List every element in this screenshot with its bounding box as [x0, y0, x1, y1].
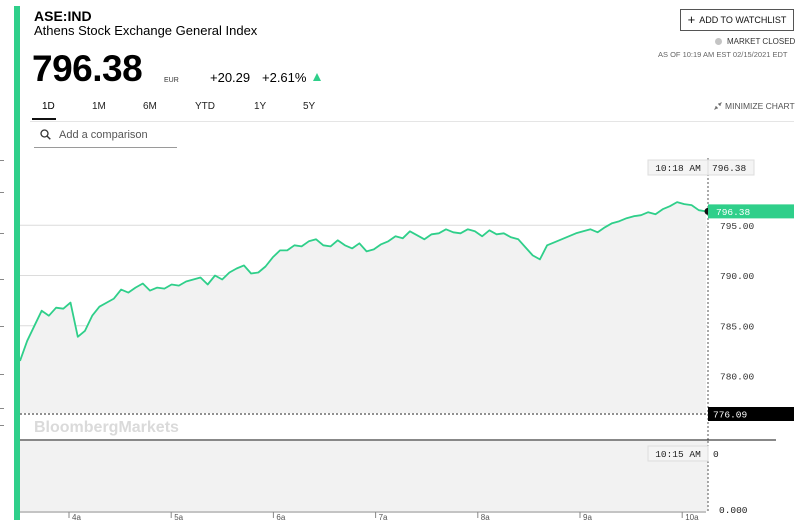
- tab-5y[interactable]: 5Y: [303, 101, 316, 112]
- x-axis-tick-label: 7a: [379, 513, 388, 522]
- edge-mark: [0, 374, 4, 375]
- volume-panel: [20, 441, 708, 511]
- x-axis-tick-label: 6a: [276, 513, 285, 522]
- add-to-watchlist-label: ADD TO WATCHLIST: [699, 15, 787, 25]
- y-axis-tick-label: 780.00: [720, 372, 755, 383]
- edge-mark: [0, 326, 4, 327]
- edge-mark: [0, 279, 4, 280]
- minimize-chart-label: MINIMIZE CHART: [725, 101, 795, 111]
- edge-mark: [0, 425, 4, 426]
- last-value-label: 796.38: [716, 207, 751, 218]
- status-dot-icon: [715, 38, 722, 45]
- x-axis-tick-label: 8a: [481, 513, 490, 522]
- ticker-symbol: ASE:IND: [34, 8, 92, 24]
- edge-mark: [0, 192, 4, 193]
- search-icon: [40, 129, 51, 140]
- y-axis: 795.00 790.00 785.00 780.00: [720, 221, 755, 383]
- tab-1m[interactable]: 1M: [92, 101, 106, 112]
- price-line: [19, 201, 707, 362]
- x-axis-tick-label: 4a: [72, 513, 81, 522]
- volume-axis-tick: 0.000: [719, 505, 748, 516]
- last-value-marker: [708, 204, 794, 219]
- edge-mark: [0, 160, 4, 161]
- price-change-percent: +2.61%: [262, 70, 307, 85]
- volume-value-label: 0: [713, 449, 719, 460]
- crosshair-price-label: 796.38: [712, 163, 747, 174]
- current-price: 796.38: [32, 48, 143, 89]
- previous-close-label: 776.09: [713, 410, 748, 421]
- y-axis-tick-label: 785.00: [720, 321, 755, 332]
- tab-6m[interactable]: 6M: [143, 101, 157, 112]
- minimize-icon: [714, 102, 722, 110]
- market-status-label: MARKET CLOSED: [727, 37, 796, 46]
- as-of-timestamp: AS OF 10:19 AM EST 02/15/2021 EDT: [658, 50, 788, 59]
- up-arrow-icon: [313, 73, 321, 81]
- crosshair-price-box: [707, 159, 755, 176]
- volume-time-box: [647, 445, 709, 462]
- market-status: MARKET CLOSED: [715, 37, 795, 46]
- x-axis-tick-label: 5a: [174, 513, 183, 522]
- comparison-search-input[interactable]: [59, 128, 177, 141]
- tab-1d[interactable]: 1D: [42, 101, 55, 112]
- tab-ytd[interactable]: YTD: [195, 101, 215, 112]
- edge-mark: [0, 233, 4, 234]
- range-tabs: 1D 1M 6M YTD 1Y 5Y: [30, 98, 340, 120]
- comparison-search[interactable]: [34, 122, 177, 148]
- tab-1y[interactable]: 1Y: [254, 101, 267, 112]
- x-axis-tick-label: 9a: [583, 513, 592, 522]
- currency-label: EUR: [164, 77, 179, 84]
- plus-icon: +: [687, 12, 696, 27]
- price-area: [20, 202, 706, 413]
- crosshair-time-label: 10:18 AM: [655, 163, 701, 174]
- previous-close-marker: [708, 407, 794, 421]
- y-axis-tick-label: 795.00: [720, 221, 755, 232]
- bloomberg-watermark: BloombergMarkets: [34, 419, 179, 436]
- x-axis-tick-label: 10a: [685, 513, 699, 522]
- active-tab-indicator: [32, 118, 56, 120]
- index-name: Athens Stock Exchange General Index: [34, 23, 258, 38]
- y-axis-tick-label: 790.00: [720, 271, 755, 282]
- accent-bar: [14, 6, 20, 520]
- price-change: +20.29: [210, 70, 251, 85]
- minimize-chart-button[interactable]: MINIMIZE CHART: [714, 101, 795, 111]
- x-axis: 4a 5a 6a 7a 8a 9a 10a: [20, 511, 706, 522]
- tabs-divider: [30, 121, 794, 122]
- add-to-watchlist-button[interactable]: + ADD TO WATCHLIST: [680, 9, 794, 31]
- volume-time-label: 10:15 AM: [655, 449, 701, 460]
- edge-mark: [0, 408, 4, 409]
